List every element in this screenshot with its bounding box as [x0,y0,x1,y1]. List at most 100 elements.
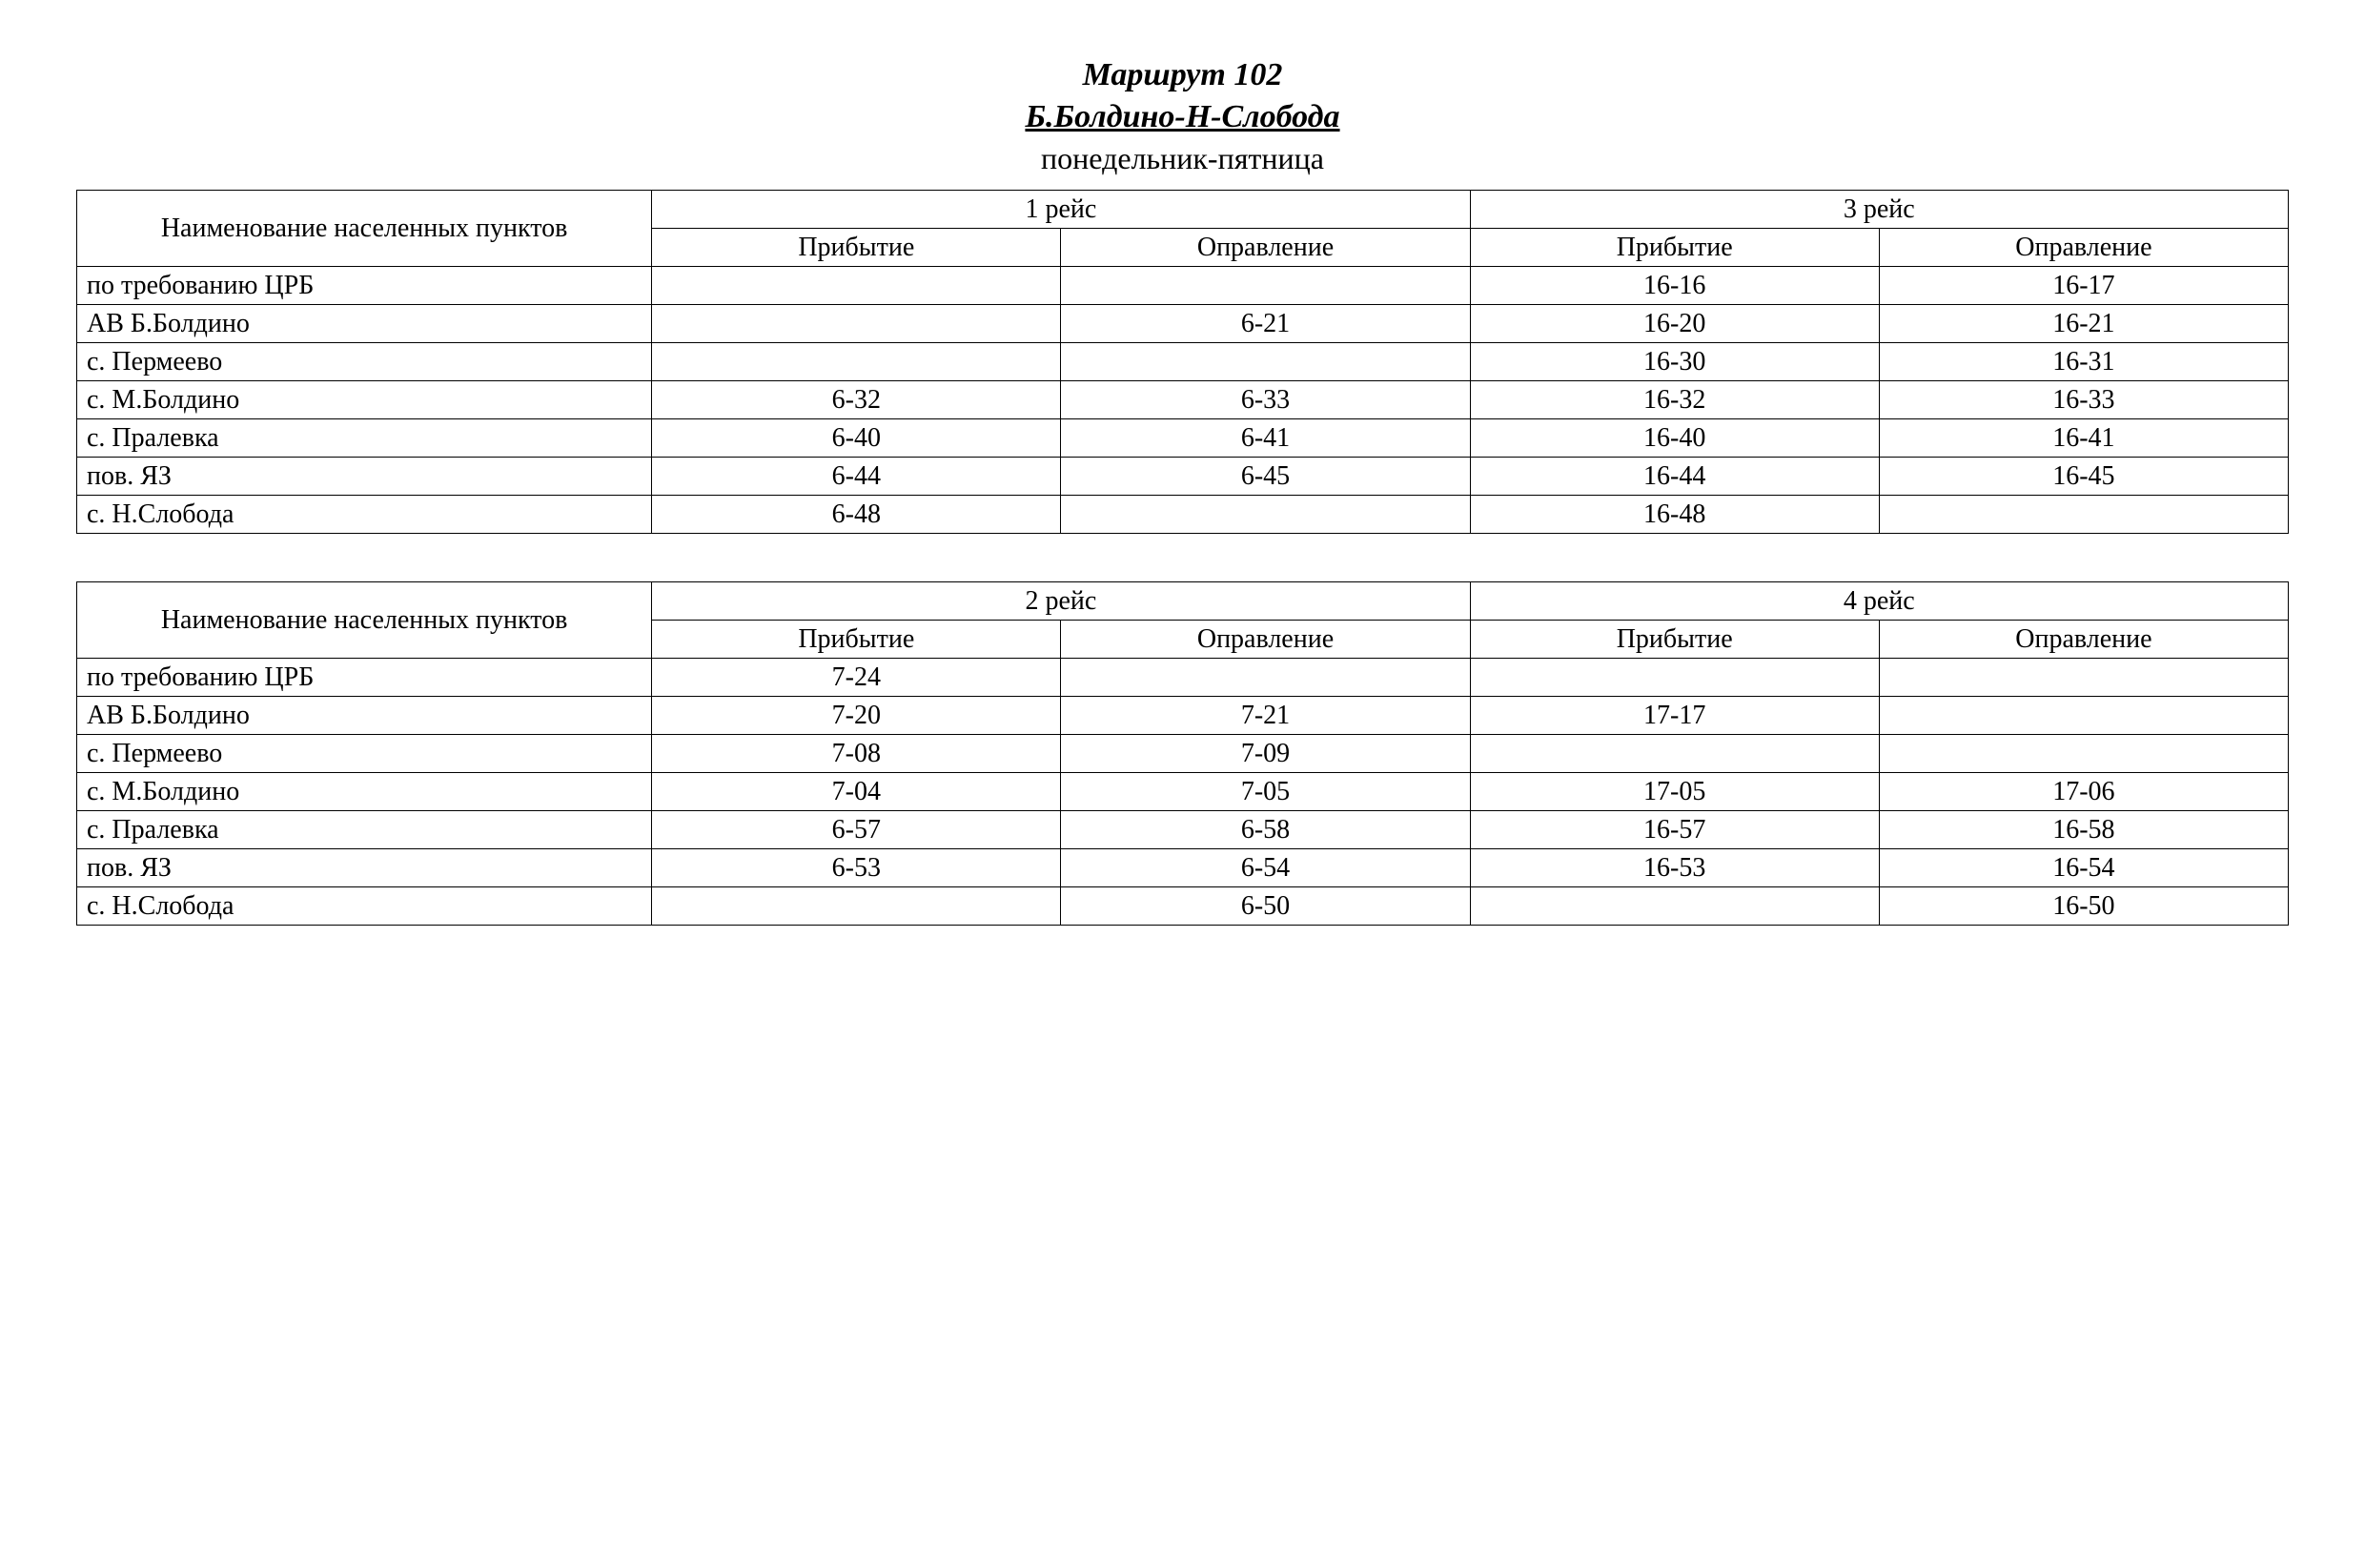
route-name: Б.Болдино-Н-Слобода [76,99,2289,135]
table-row: с. М.Болдино6-326-3316-3216-33 [77,381,2289,419]
time-cell [1061,659,1470,697]
time-cell: 6-21 [1061,305,1470,343]
time-cell [652,887,1061,926]
time-cell [1879,659,2288,697]
time-cell: 16-44 [1470,458,1879,496]
stop-name-cell: по требованию ЦРБ [77,659,652,697]
time-cell [1879,697,2288,735]
table-row: с. Пермеево7-087-09 [77,735,2289,773]
time-cell: 6-50 [1061,887,1470,926]
time-cell: 16-40 [1470,419,1879,458]
stop-name-cell: АВ Б.Болдино [77,305,652,343]
trip-1-header: 1 рейс [652,191,1470,229]
time-cell [1879,735,2288,773]
time-cell: 16-41 [1879,419,2288,458]
stop-name-cell: с. Н.Слобода [77,496,652,534]
time-cell: 16-30 [1470,343,1879,381]
time-cell: 16-57 [1470,811,1879,849]
time-cell: 6-44 [652,458,1061,496]
stops-header: Наименование населенных пунктов [77,582,652,659]
time-cell: 16-31 [1879,343,2288,381]
time-cell: 6-57 [652,811,1061,849]
time-cell: 16-17 [1879,267,2288,305]
stop-name-cell: с. М.Болдино [77,381,652,419]
stop-name-cell: с. Н.Слобода [77,887,652,926]
time-cell: 16-20 [1470,305,1879,343]
stop-name-cell: по требованию ЦРБ [77,267,652,305]
table-row: пов. ЯЗ6-536-5416-5316-54 [77,849,2289,887]
time-cell: 7-04 [652,773,1061,811]
time-cell [1470,659,1879,697]
stop-name-cell: пов. ЯЗ [77,458,652,496]
table-row: по требованию ЦРБ 16-1616-17 [77,267,2289,305]
departure-header: Оправление [1879,229,2288,267]
time-cell: 7-09 [1061,735,1470,773]
table-row: с. Н.Слобода 6-50 16-50 [77,887,2289,926]
arrival-header: Прибытие [652,229,1061,267]
table-row: по требованию ЦРБ7-24 [77,659,2289,697]
time-cell [1470,735,1879,773]
time-cell: 6-54 [1061,849,1470,887]
time-cell: 16-45 [1879,458,2288,496]
time-cell: 16-32 [1470,381,1879,419]
time-cell: 16-50 [1879,887,2288,926]
trip-3-header: 3 рейс [1470,191,2288,229]
time-cell [652,267,1061,305]
time-cell: 7-20 [652,697,1061,735]
stops-header: Наименование населенных пунктов [77,191,652,267]
departure-header: Оправление [1061,229,1470,267]
arrival-header: Прибытие [1470,229,1879,267]
table-row: с. Пралевка6-406-4116-4016-41 [77,419,2289,458]
time-cell: 7-21 [1061,697,1470,735]
stop-name-cell: с. Пралевка [77,811,652,849]
arrival-header: Прибытие [652,621,1061,659]
time-cell: 16-33 [1879,381,2288,419]
table-row: с. М.Болдино7-047-0517-0517-06 [77,773,2289,811]
title-block: Маршрут 102 Б.Болдино-Н-Слобода понедель… [76,57,2289,176]
arrival-header: Прибытие [1470,621,1879,659]
time-cell: 7-05 [1061,773,1470,811]
time-cell: 6-32 [652,381,1061,419]
time-cell: 7-08 [652,735,1061,773]
time-cell: 6-53 [652,849,1061,887]
trip-4-header: 4 рейс [1470,582,2288,621]
departure-header: Оправление [1061,621,1470,659]
time-cell [1879,496,2288,534]
stop-name-cell: с. Пермеево [77,735,652,773]
time-cell [1061,343,1470,381]
table-row: АВ Б.Болдино7-207-2117-17 [77,697,2289,735]
time-cell: 6-45 [1061,458,1470,496]
time-cell: 6-41 [1061,419,1470,458]
time-cell: 17-17 [1470,697,1879,735]
time-cell: 16-48 [1470,496,1879,534]
time-cell: 17-06 [1879,773,2288,811]
time-cell: 16-54 [1879,849,2288,887]
trip-2-header: 2 рейс [652,582,1470,621]
time-cell: 16-21 [1879,305,2288,343]
time-cell: 16-16 [1470,267,1879,305]
stop-name-cell: с. М.Болдино [77,773,652,811]
time-cell: 16-53 [1470,849,1879,887]
time-cell: 6-58 [1061,811,1470,849]
route-title: Маршрут 102 [76,57,2289,93]
time-cell [1470,887,1879,926]
table-row: с. Н.Слобода6-48 16-48 [77,496,2289,534]
time-cell: 17-05 [1470,773,1879,811]
table-header-row-1: Наименование населенных пунктов 2 рейс 4… [77,582,2289,621]
table-row: АВ Б.Болдино 6-2116-2016-21 [77,305,2289,343]
stop-name-cell: пов. ЯЗ [77,849,652,887]
time-cell [1061,267,1470,305]
time-cell [652,343,1061,381]
stop-name-cell: с. Пралевка [77,419,652,458]
table-row: с. Пралевка6-576-5816-5716-58 [77,811,2289,849]
time-cell [1061,496,1470,534]
stop-name-cell: АВ Б.Болдино [77,697,652,735]
table-row: пов. ЯЗ6-446-4516-4416-45 [77,458,2289,496]
table-header-row-1: Наименование населенных пунктов 1 рейс 3… [77,191,2289,229]
time-cell: 6-40 [652,419,1061,458]
time-cell: 6-33 [1061,381,1470,419]
schedule-table-2: Наименование населенных пунктов 2 рейс 4… [76,581,2289,926]
time-cell: 6-48 [652,496,1061,534]
time-cell [652,305,1061,343]
time-cell: 16-58 [1879,811,2288,849]
